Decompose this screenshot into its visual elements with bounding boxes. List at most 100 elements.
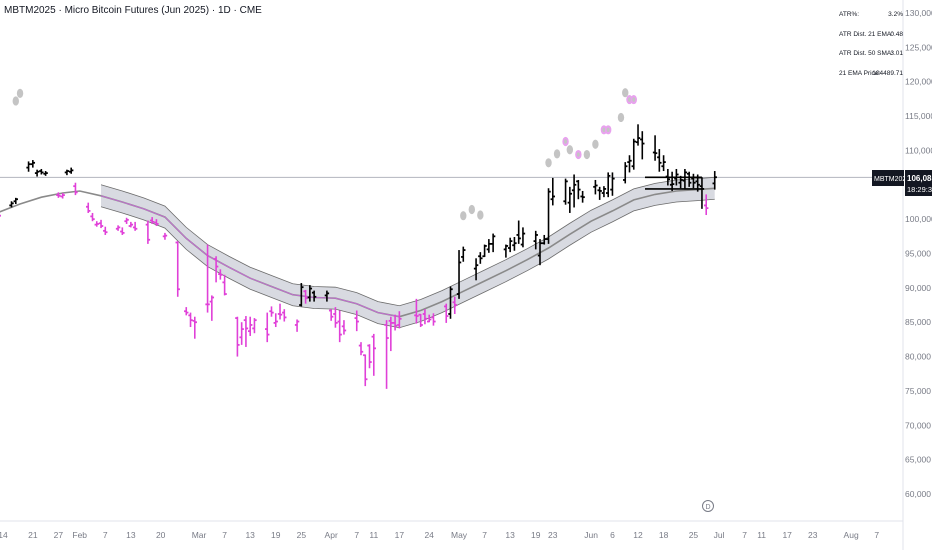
time-axis[interactable]: 14 21 27 Feb 7 13 20 Mar 7 13 19 25 Apr 7 11 17 24 May 7 13… — [0, 530, 879, 540]
dot-shape — [468, 204, 476, 215]
ohlc-bar — [426, 314, 432, 323]
ohlc-bar — [277, 303, 283, 320]
ohlc-bar — [56, 192, 61, 198]
x-tick-label: 17 — [782, 530, 792, 540]
signal-dot — [592, 139, 599, 149]
ohlc-bar — [571, 174, 577, 208]
chart-title: MBTM2025 · Micro Bitcoin Futures (Jun 20… — [4, 5, 262, 16]
ohlc-bar — [354, 310, 359, 332]
y-tick-label: 90,000 — [905, 283, 931, 293]
y-tick-label: 85,000 — [905, 317, 931, 327]
x-tick-label: 7 — [222, 530, 227, 540]
ohlc-bar — [9, 201, 14, 208]
signal-dot — [562, 136, 569, 147]
dot-shape — [617, 112, 625, 123]
ema21-line — [0, 187, 715, 318]
x-tick-label: 25 — [297, 530, 307, 540]
y-tick-label: 130,000 — [905, 8, 932, 18]
ohlc-bar — [482, 244, 487, 258]
ohlc-bar — [533, 230, 538, 250]
x-tick-label: Aug — [844, 530, 859, 540]
x-tick-label: Feb — [72, 530, 87, 540]
y-tick-label: 95,000 — [905, 249, 931, 259]
ohlc-bar — [631, 138, 636, 170]
ohlc-bar — [546, 188, 551, 244]
price-axis[interactable]: 60,000 65,000 70,000 75,000 80,000 85,000 90,0… — [905, 8, 932, 499]
ohlc-bar — [222, 274, 227, 296]
ohlc-bar — [431, 313, 436, 326]
event-marker[interactable]: D — [702, 500, 714, 512]
ohlc-bar — [699, 177, 705, 209]
ohlc-bar — [358, 342, 364, 356]
ema21-path-below — [100, 195, 400, 318]
y-tick-label: 120,000 — [905, 77, 932, 87]
ohlc-bar — [623, 162, 628, 184]
ohlc-bar — [601, 186, 607, 198]
stats-row-atr-dist-50sma: ATR Dist. 50 SMA: 3.01 — [839, 50, 903, 70]
ohlc-bar — [593, 179, 598, 195]
ohlc-bar — [192, 316, 197, 339]
x-tick-label: Jun — [584, 530, 598, 540]
dot-shape — [460, 211, 467, 221]
ohlc-bar — [243, 316, 249, 347]
ohlc-bar — [86, 202, 91, 213]
ohlc-bar — [60, 193, 65, 199]
x-tick-label: 20 — [156, 530, 166, 540]
x-tick-label: Jul — [714, 530, 725, 540]
stats-row-atr-dist-21ema: ATR Dist. 21 EMA: 0.48 — [839, 31, 903, 51]
ohlc-bar — [414, 298, 419, 324]
x-tick-label: 13 — [245, 530, 255, 540]
x-tick-label: 25 — [689, 530, 699, 540]
ohlc-bar — [516, 220, 521, 244]
dot-core — [576, 152, 580, 157]
y-tick-label: 115,000 — [905, 111, 932, 121]
ohlc-bar — [418, 313, 423, 328]
ohlc-bar — [307, 285, 313, 302]
y-tick-label: 60,000 — [905, 489, 931, 499]
x-tick-label: 23 — [548, 530, 558, 540]
dot-shape — [553, 149, 561, 159]
ohlc-bar — [90, 212, 95, 222]
ohlc-bar — [478, 252, 483, 264]
ohlc-bar — [337, 310, 342, 343]
stats-label: ATR%: — [839, 11, 860, 18]
x-tick-label: 14 — [0, 530, 8, 540]
ohlc-bar — [324, 290, 330, 302]
ohlc-bar — [486, 239, 492, 253]
dot-shape — [566, 145, 574, 155]
badge-symbol-bg — [872, 170, 904, 186]
x-tick-label: 17 — [395, 530, 405, 540]
ohlc-bar — [397, 311, 402, 329]
ohlc-bar — [542, 234, 547, 245]
x-tick-label: 13 — [126, 530, 136, 540]
badge-price: 106,085 — [907, 174, 932, 183]
ohlc-bar — [73, 182, 78, 196]
ohlc-bar — [34, 169, 40, 177]
event-circle[interactable] — [702, 500, 714, 512]
ohlc-bar — [563, 178, 568, 205]
ohlc-bar — [635, 124, 641, 146]
ohlc-bar — [691, 173, 696, 189]
ohlc-bar — [448, 286, 453, 319]
y-tick-label: 70,000 — [905, 420, 931, 430]
band-fill — [101, 177, 715, 328]
dot-core — [602, 127, 606, 133]
ohlc-bar — [0, 214, 1, 217]
ohlc-bar — [247, 316, 253, 336]
stats-value: 3.01 — [890, 50, 903, 57]
band-lower-edge — [100, 198, 715, 329]
ohlc-bar — [30, 160, 36, 168]
stats-value: 104489.71 — [872, 69, 903, 77]
signal-dot — [468, 204, 476, 215]
ohlc-bar — [13, 197, 18, 205]
ohlc-bar — [682, 168, 688, 190]
ohlc-bar — [550, 177, 555, 206]
ohlc-bar — [392, 314, 398, 331]
x-tick-label: 21 — [28, 530, 38, 540]
ohlc-bar — [704, 194, 709, 216]
ohlc-bar — [567, 186, 573, 213]
ohlc-bar — [597, 186, 602, 200]
ohlc-bar — [456, 250, 462, 299]
ohlc-bar — [652, 135, 658, 161]
